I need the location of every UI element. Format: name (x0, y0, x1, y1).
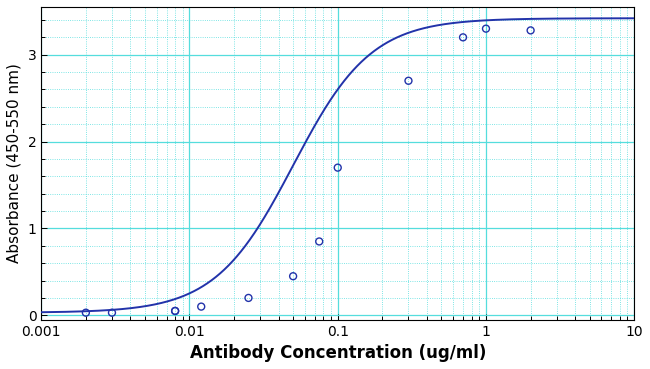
Point (243, 295, 254, 301)
Point (333, 165, 343, 170)
Point (81, 310, 91, 315)
Point (170, 308, 180, 314)
Point (196, 304, 207, 310)
Point (458, 34, 468, 40)
Point (403, 78, 413, 84)
Point (525, 27, 536, 33)
Point (288, 273, 298, 279)
X-axis label: Antibody Concentration (ug/ml): Antibody Concentration (ug/ml) (190, 344, 486, 362)
Point (107, 310, 117, 315)
Point (314, 238, 324, 244)
Point (481, 26, 491, 32)
Y-axis label: Absorbance (450-550 nm): Absorbance (450-550 nm) (7, 63, 22, 263)
Point (170, 308, 180, 314)
